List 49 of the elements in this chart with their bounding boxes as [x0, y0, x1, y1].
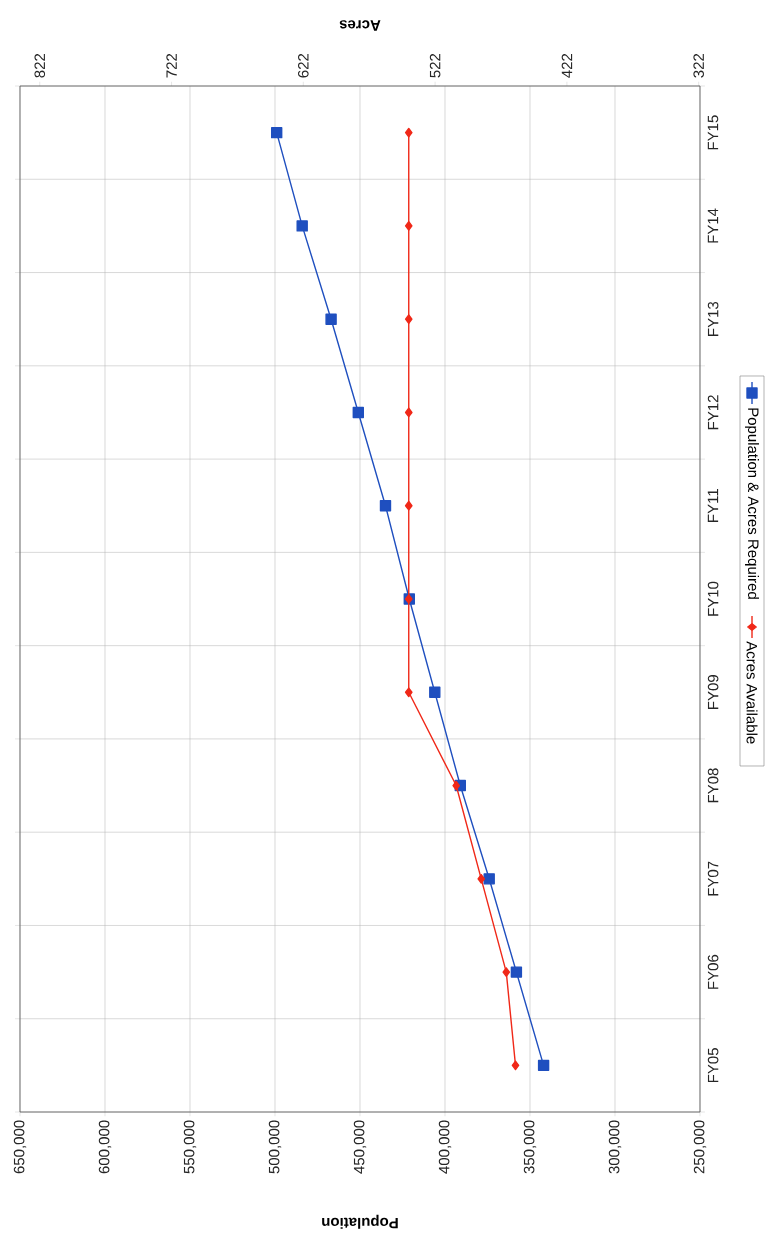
- x2-tick-label: 422: [561, 53, 573, 78]
- x-tick-label: 250,000: [693, 1120, 707, 1174]
- x2-tick-label: 722: [166, 53, 177, 78]
- point: [404, 687, 413, 698]
- y-tick-label: FY06: [707, 954, 719, 989]
- point: [510, 966, 523, 978]
- point: [404, 500, 413, 511]
- point: [325, 313, 337, 325]
- x2-tick-label: 622: [298, 53, 309, 78]
- x-tick-label: 650,000: [13, 1120, 27, 1174]
- x2-tick-label: 522: [429, 53, 441, 78]
- x-tick-label: 450,000: [353, 1120, 367, 1174]
- y-tick-label: FY07: [707, 861, 719, 896]
- point: [429, 686, 441, 698]
- x-tick-label: 600,000: [98, 1120, 112, 1174]
- point: [404, 127, 413, 138]
- point: [404, 221, 413, 231]
- x-tick-label: 350,000: [523, 1120, 537, 1174]
- point: [537, 1059, 550, 1072]
- point: [379, 500, 392, 512]
- point: [511, 1060, 520, 1071]
- point: [452, 780, 461, 791]
- point: [502, 967, 511, 977]
- point: [270, 126, 283, 139]
- x-tick-label: 400,000: [438, 1120, 452, 1174]
- y-tick-label: FY10: [707, 581, 719, 616]
- x-tick-label: 550,000: [183, 1120, 197, 1174]
- x-tick-label: 500,000: [268, 1120, 282, 1174]
- x2-tick-label: 322: [693, 53, 704, 78]
- x-tick-label: 300,000: [608, 1120, 622, 1174]
- y-tick-label: FY05: [707, 1048, 719, 1083]
- y-tick-label: FY08: [707, 768, 719, 803]
- y-tick-label: FY14: [707, 208, 719, 243]
- x2-tick-label: 822: [34, 53, 46, 78]
- x2-axis-title: Acres: [339, 20, 381, 31]
- point: [483, 873, 495, 885]
- y-tick-label: FY12: [707, 395, 719, 430]
- y-tick-label: FY11: [707, 489, 719, 522]
- y-tick-label: FY09: [707, 675, 719, 709]
- point: [404, 407, 413, 418]
- x-axis-title: Population: [322, 1214, 398, 1229]
- y-tick-label: FY13: [707, 301, 719, 336]
- point: [404, 314, 413, 325]
- point: [296, 220, 308, 232]
- y-tick-label: FY15: [707, 115, 719, 150]
- point: [352, 406, 364, 419]
- point: [477, 873, 486, 884]
- legend-label: Acres Available: [746, 641, 758, 744]
- legend-label: Population & Acres Required: [745, 408, 759, 599]
